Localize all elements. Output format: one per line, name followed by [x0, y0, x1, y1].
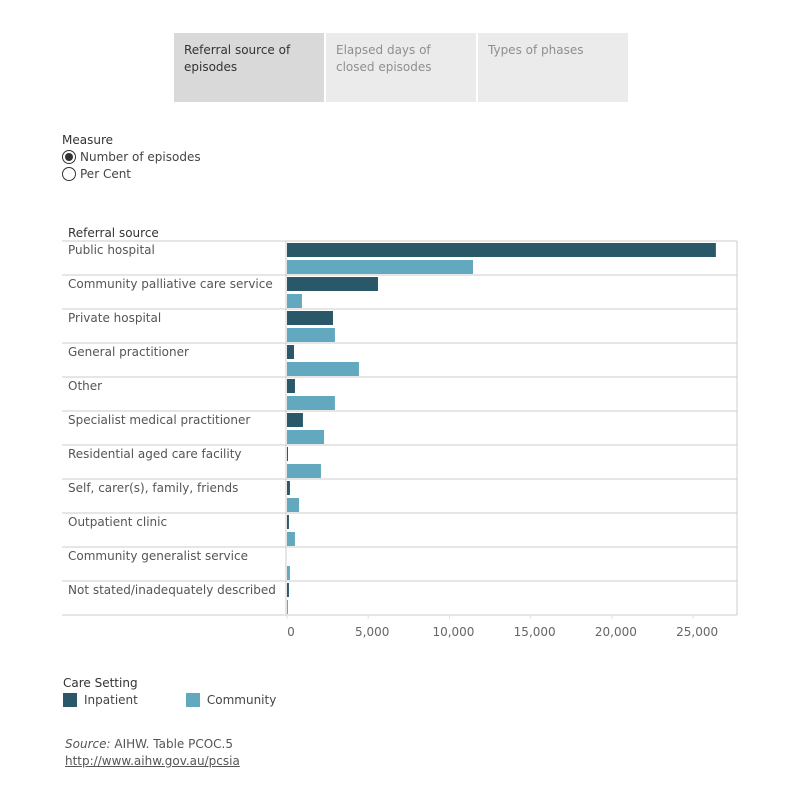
radio-label: Per Cent — [80, 166, 132, 181]
bar-inpatient — [287, 583, 289, 597]
x-tick-label: 10,000 — [432, 625, 474, 639]
category-label: Self, carer(s), family, friends — [68, 481, 238, 495]
bar-community — [287, 600, 288, 614]
bar-community — [287, 260, 474, 274]
measure-title: Measure — [62, 133, 113, 147]
source-text: AIHW. Table PCOC.5 — [114, 737, 233, 751]
tab-referral-source[interactable]: Referral source of episodes — [174, 33, 324, 102]
bar-inpatient — [287, 447, 288, 461]
radio-label: Number of episodes — [80, 149, 201, 164]
bar-inpatient — [287, 311, 333, 325]
bar-inpatient — [287, 413, 303, 427]
category-label: Other — [68, 379, 102, 393]
bar-community — [287, 532, 295, 546]
category-label: Community generalist service — [68, 549, 248, 563]
radio-checked-icon[interactable] — [62, 149, 76, 164]
legend-item-inpatient[interactable]: Inpatient — [63, 693, 138, 707]
bar-community — [287, 362, 359, 376]
radio-unchecked-icon[interactable] — [62, 166, 76, 181]
x-tick-label: 0 — [287, 625, 295, 639]
bar-inpatient — [287, 379, 295, 393]
bar-community — [287, 464, 321, 478]
source-note: Source: AIHW. Table PCOC.5 http://www.ai… — [65, 736, 240, 770]
bar-inpatient — [287, 277, 378, 291]
legend-swatch-inpatient — [63, 693, 77, 707]
bar-inpatient — [287, 481, 290, 495]
bar-community — [287, 430, 325, 444]
category-label: Public hospital — [68, 243, 155, 257]
bar-community — [287, 566, 290, 580]
legend-title: Care Setting — [63, 676, 138, 690]
x-tick-label: 20,000 — [595, 625, 637, 639]
category-label: Residential aged care facility — [68, 447, 242, 461]
source-label: Source: — [65, 737, 111, 751]
x-tick-label: 25,000 — [676, 625, 718, 639]
bar-inpatient — [287, 243, 716, 257]
category-label: Specialist medical practitioner — [68, 413, 250, 427]
x-tick-label: 5,000 — [355, 625, 389, 639]
bar-inpatient — [287, 345, 294, 359]
legend-label: Inpatient — [84, 693, 138, 707]
tab-types-of-phases[interactable]: Types of phases — [478, 33, 628, 102]
legend-swatch-community — [185, 693, 200, 707]
category-label: Private hospital — [68, 311, 161, 325]
radio-per-cent[interactable]: Per Cent — [62, 165, 201, 182]
tab-elapsed-days[interactable]: Elapsed days of closed episodes — [326, 33, 476, 102]
category-label: Not stated/inadequately described — [68, 583, 276, 597]
tab-bar: Referral source of episodes Elapsed days… — [174, 33, 628, 102]
legend-label: Community — [206, 693, 277, 707]
legend-item-community[interactable]: Community — [185, 693, 277, 707]
bar-community — [287, 396, 335, 410]
source-link[interactable]: http://www.aihw.gov.au/pcsia — [65, 754, 240, 768]
category-label: Community palliative care service — [68, 277, 273, 291]
category-label: Outpatient clinic — [68, 515, 167, 529]
legend: Care Setting Inpatient Community — [63, 676, 324, 707]
bar-community — [287, 294, 302, 308]
measure-selector: Measure Number of episodes Per Cent — [62, 133, 201, 182]
category-label: General practitioner — [68, 345, 189, 359]
bar-inpatient — [287, 515, 289, 529]
bar-community — [287, 328, 335, 342]
y-axis-title: Referral source — [68, 226, 159, 240]
radio-number-of-episodes[interactable]: Number of episodes — [62, 148, 201, 165]
bar-community — [287, 498, 300, 512]
x-tick-label: 15,000 — [514, 625, 556, 639]
